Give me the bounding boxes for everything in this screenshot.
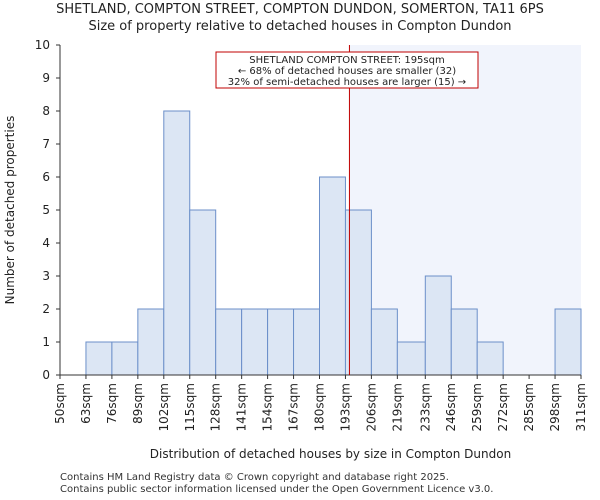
footer: Contains HM Land Registry data © Crown c… [60,472,493,496]
y-tick-label: 3 [42,269,50,283]
x-tick-label: 259sqm [470,383,484,431]
y-tick-label: 8 [42,104,50,118]
histogram-bar [293,308,321,376]
histogram-bar [450,308,478,376]
footer-line-2: Contains public sector information licen… [60,484,494,495]
histogram-bar [241,308,269,376]
annotation-line: ← 68% of detached houses are smaller (32… [238,66,456,77]
x-tick-label: 128sqm [209,383,223,431]
y-tick-label: 7 [42,137,50,151]
chart-title: SHETLAND, COMPTON STREET, COMPTON DUNDON… [56,2,544,17]
annotation-box [215,51,479,89]
x-tick-label: 167sqm [287,383,301,431]
x-tick-label: 246sqm [444,383,458,431]
annotation-line: SHETLAND COMPTON STREET: 195sqm [249,55,444,66]
x-tick-label: 102sqm [157,383,171,431]
histogram-bar [554,308,582,376]
histogram-bar [85,341,113,376]
y-tick-label: 5 [42,203,50,217]
x-tick-label: 63sqm [79,383,93,424]
histogram-bar [137,308,165,376]
x-tick-label: 115sqm [183,383,197,431]
x-tick-label: 180sqm [313,383,327,431]
x-tick-label: 285sqm [522,383,536,431]
x-tick-label: 298sqm [548,383,562,431]
x-tick-label: 141sqm [235,383,249,431]
y-tick-label: 4 [42,236,50,250]
y-tick-label: 6 [42,170,50,184]
x-tick-label: 193sqm [338,383,352,431]
histogram-bar [163,110,191,376]
x-tick-label: 272sqm [496,383,510,431]
x-tick-label: 311sqm [574,383,588,431]
histogram-bar [396,341,426,376]
histogram-bar [215,308,243,376]
y-tick-label: 0 [42,368,50,382]
y-tick-label: 9 [42,71,50,85]
histogram-bar [189,209,217,376]
x-tick-label: 89sqm [131,383,145,424]
y-axis-title: Number of detached properties [3,116,17,305]
y-tick-label: 1 [42,335,50,349]
y-tick-label: 10 [35,38,50,52]
x-tick-label: 76sqm [105,383,119,424]
histogram-chart: 0 1 2 3 4 5 6 7 8 9 10 50sqm 63sqm 76sqm 89sqm 102sqm 11… [3,38,588,461]
x-tick-label: 50sqm [53,383,67,424]
chart-subtitle: Size of property relative to detached ho… [88,19,512,34]
histogram-bar [319,176,346,376]
annotation-line: 32% of semi-detached houses are larger (… [228,77,466,88]
x-axis-title: Distribution of detached houses by size … [150,447,511,461]
x-tick-label: 206sqm [364,383,378,431]
chart-title-block: SHETLAND, COMPTON STREET, COMPTON DUNDON… [0,1,600,35]
x-tick-label: 219sqm [390,383,404,431]
histogram-bar [111,341,139,376]
histogram-bar [424,275,452,376]
y-tick-label: 2 [42,302,50,316]
x-tick-label: 233sqm [418,383,432,431]
x-tick-label: 154sqm [261,383,275,431]
histogram-bar [267,308,295,376]
histogram-bar [476,341,504,376]
histogram-bar [370,308,398,376]
footer-line-1: Contains HM Land Registry data © Crown c… [60,472,449,483]
